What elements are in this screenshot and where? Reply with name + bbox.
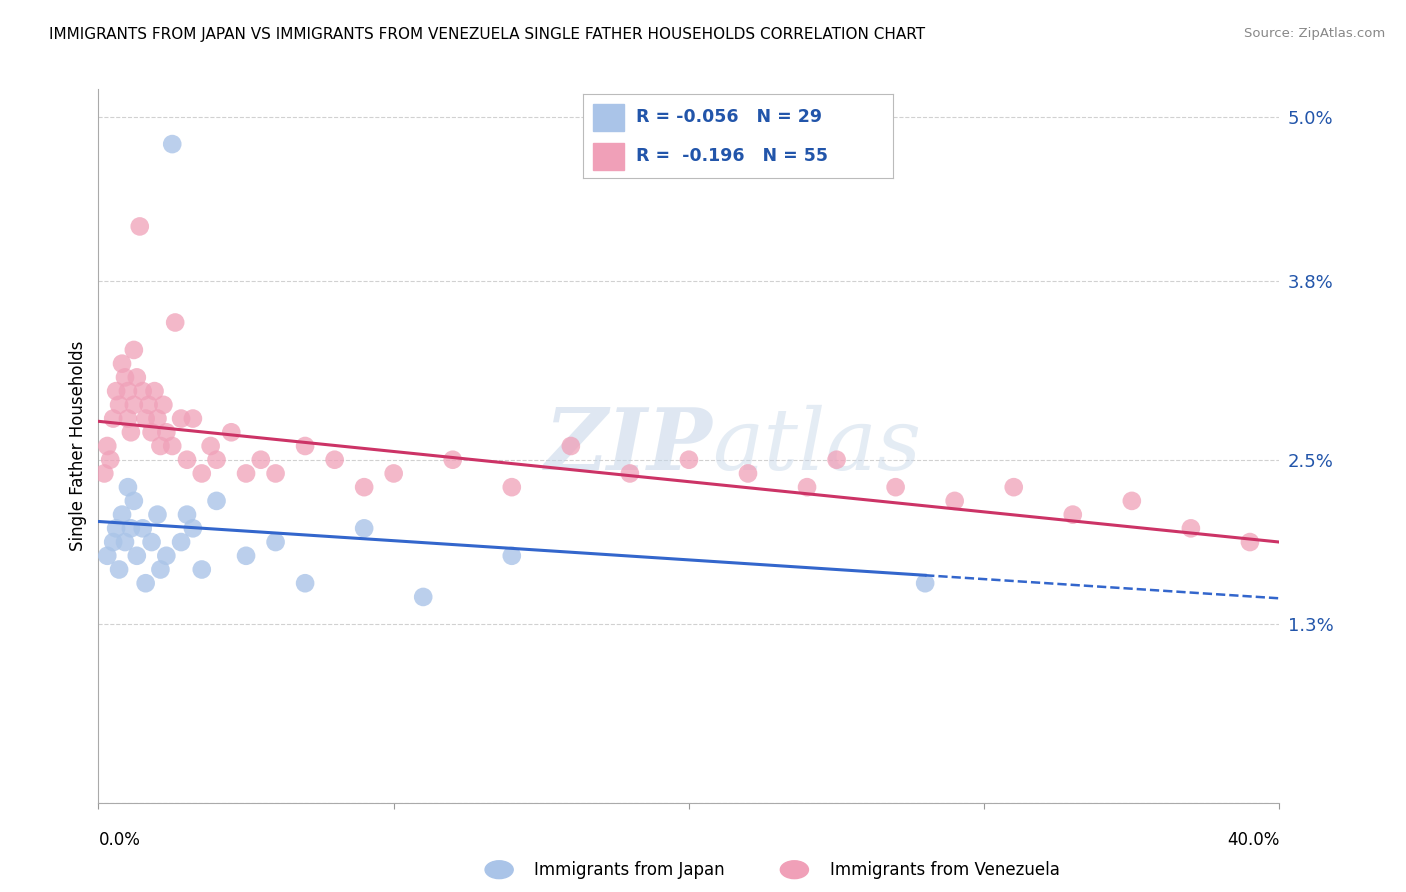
Point bbox=[96, 439, 118, 453]
Point bbox=[737, 467, 759, 481]
Point bbox=[125, 370, 148, 384]
Point bbox=[103, 411, 125, 425]
Point bbox=[114, 370, 136, 384]
Point bbox=[146, 508, 169, 522]
Point bbox=[235, 549, 257, 563]
Point bbox=[93, 467, 115, 481]
Point bbox=[1121, 494, 1143, 508]
Point bbox=[323, 452, 346, 467]
Point bbox=[141, 425, 163, 440]
Point bbox=[152, 398, 174, 412]
Point bbox=[205, 452, 228, 467]
Point bbox=[560, 439, 582, 453]
Point bbox=[264, 467, 287, 481]
Point bbox=[353, 480, 375, 494]
Text: ZIP: ZIP bbox=[544, 404, 713, 488]
Point bbox=[250, 452, 273, 467]
Point bbox=[501, 549, 523, 563]
Point bbox=[796, 480, 818, 494]
Text: 40.0%: 40.0% bbox=[1227, 831, 1279, 849]
Point bbox=[165, 316, 187, 330]
Point bbox=[146, 411, 169, 425]
Y-axis label: Single Father Households: Single Father Households bbox=[69, 341, 87, 551]
Point bbox=[96, 549, 118, 563]
Point bbox=[141, 535, 163, 549]
Point bbox=[943, 494, 966, 508]
Text: Source: ZipAtlas.com: Source: ZipAtlas.com bbox=[1244, 27, 1385, 40]
Point bbox=[122, 494, 145, 508]
Point bbox=[884, 480, 907, 494]
Point bbox=[117, 480, 139, 494]
Point bbox=[181, 521, 204, 535]
Point bbox=[122, 343, 145, 357]
Point bbox=[205, 494, 228, 508]
Bar bbox=[593, 143, 624, 169]
Point bbox=[162, 137, 183, 152]
Point bbox=[162, 439, 183, 453]
Text: atlas: atlas bbox=[713, 405, 922, 487]
Point bbox=[122, 398, 145, 412]
Point bbox=[135, 411, 157, 425]
Point bbox=[117, 411, 139, 425]
Point bbox=[114, 535, 136, 549]
Text: Immigrants from Japan: Immigrants from Japan bbox=[534, 861, 725, 879]
Point bbox=[170, 535, 193, 549]
Point bbox=[111, 357, 134, 371]
Point bbox=[132, 521, 155, 535]
Point bbox=[191, 467, 214, 481]
Point bbox=[105, 384, 128, 398]
Point bbox=[294, 576, 316, 591]
Point bbox=[105, 521, 128, 535]
Point bbox=[108, 562, 131, 576]
Point bbox=[155, 425, 177, 440]
Point bbox=[382, 467, 405, 481]
Text: R =  -0.196   N = 55: R = -0.196 N = 55 bbox=[636, 147, 828, 165]
Point bbox=[125, 549, 148, 563]
Point bbox=[138, 398, 160, 412]
Point bbox=[170, 411, 193, 425]
Point bbox=[181, 411, 204, 425]
Point bbox=[135, 576, 157, 591]
Point bbox=[176, 508, 198, 522]
Point bbox=[108, 398, 131, 412]
Text: Immigrants from Venezuela: Immigrants from Venezuela bbox=[830, 861, 1059, 879]
Point bbox=[221, 425, 243, 440]
Point bbox=[143, 384, 166, 398]
Point bbox=[1180, 521, 1202, 535]
Text: R = -0.056   N = 29: R = -0.056 N = 29 bbox=[636, 109, 823, 127]
Point bbox=[412, 590, 434, 604]
Point bbox=[128, 219, 150, 234]
Bar bbox=[593, 103, 624, 131]
Point bbox=[132, 384, 155, 398]
Point bbox=[155, 549, 177, 563]
Point bbox=[103, 535, 125, 549]
Point bbox=[1062, 508, 1084, 522]
Point bbox=[149, 562, 172, 576]
Text: 0.0%: 0.0% bbox=[98, 831, 141, 849]
Point bbox=[294, 439, 316, 453]
Point bbox=[264, 535, 287, 549]
Point bbox=[120, 425, 142, 440]
Point bbox=[825, 452, 848, 467]
Point bbox=[176, 452, 198, 467]
Point bbox=[149, 439, 172, 453]
Point bbox=[1002, 480, 1025, 494]
Point bbox=[191, 562, 214, 576]
Point bbox=[619, 467, 641, 481]
Point bbox=[501, 480, 523, 494]
Point bbox=[235, 467, 257, 481]
Point bbox=[117, 384, 139, 398]
Point bbox=[914, 576, 936, 591]
Point bbox=[441, 452, 464, 467]
Text: IMMIGRANTS FROM JAPAN VS IMMIGRANTS FROM VENEZUELA SINGLE FATHER HOUSEHOLDS CORR: IMMIGRANTS FROM JAPAN VS IMMIGRANTS FROM… bbox=[49, 27, 925, 42]
Point bbox=[111, 508, 134, 522]
Point bbox=[353, 521, 375, 535]
Point bbox=[1239, 535, 1261, 549]
Point bbox=[120, 521, 142, 535]
Point bbox=[98, 452, 121, 467]
Point bbox=[678, 452, 700, 467]
Point bbox=[200, 439, 222, 453]
